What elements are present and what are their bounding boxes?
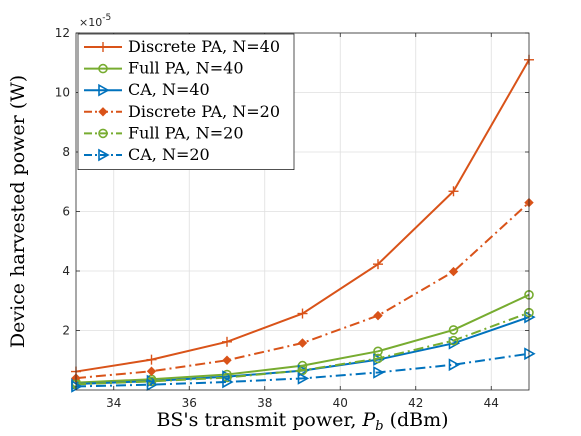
y-axis-exponent: ×10-5 bbox=[79, 13, 111, 29]
y-tick-label: 2 bbox=[62, 324, 70, 338]
data-point bbox=[524, 310, 536, 324]
y-axis-label: Device harvested power (W) bbox=[7, 75, 29, 348]
data-point bbox=[448, 325, 459, 335]
legend-marker bbox=[98, 128, 108, 139]
legend-marker bbox=[98, 107, 108, 117]
data-point bbox=[448, 186, 459, 197]
legend-label: CA, N=20 bbox=[128, 145, 210, 164]
series-line bbox=[75, 201, 530, 380]
data-point bbox=[448, 266, 459, 277]
legend-label: Discrete PA, N=40 bbox=[128, 37, 280, 56]
data-point bbox=[146, 366, 157, 376]
legend-label: Full PA, N=40 bbox=[128, 59, 244, 78]
x-tick-label: 38 bbox=[257, 396, 272, 410]
y-tick-label: 4 bbox=[62, 264, 70, 278]
x-tick-label: 44 bbox=[484, 396, 499, 410]
data-point bbox=[297, 372, 310, 385]
series-3 bbox=[71, 197, 534, 383]
data-point bbox=[222, 375, 234, 389]
legend-label: CA, N=40 bbox=[128, 80, 210, 99]
data-point bbox=[71, 380, 83, 393]
data-point bbox=[297, 365, 308, 376]
y-tick-label: 8 bbox=[62, 145, 70, 159]
data-point bbox=[373, 259, 383, 270]
legend-label: Full PA, N=20 bbox=[128, 123, 244, 142]
series-line bbox=[75, 352, 530, 388]
data-point bbox=[373, 353, 383, 364]
data-point bbox=[146, 378, 159, 392]
legend-marker bbox=[98, 42, 108, 52]
x-axis-label: BS's transmit power, Pb (dBm) bbox=[156, 409, 448, 434]
legend-label: Discrete PA, N=20 bbox=[128, 102, 280, 121]
data-point bbox=[222, 355, 232, 365]
ticks: 34 36 38 40 42 44 2 4 6 8 10 12 bbox=[55, 26, 529, 410]
series-5 bbox=[71, 347, 536, 393]
y-tick-label: 12 bbox=[55, 26, 70, 40]
data-point bbox=[146, 354, 157, 365]
data-point bbox=[297, 338, 308, 348]
data-point bbox=[373, 346, 383, 357]
y-tick-label: 6 bbox=[62, 205, 70, 219]
data-point bbox=[373, 366, 385, 379]
x-tick-label: 42 bbox=[408, 396, 423, 410]
x-tick-label: 36 bbox=[182, 396, 197, 410]
series-layer bbox=[71, 54, 536, 393]
legend-item: Discrete PA, N=20 bbox=[84, 102, 280, 121]
data-point bbox=[222, 336, 232, 347]
legend-item: Discrete PA, N=40 bbox=[84, 37, 280, 56]
legend-item: CA, N=20 bbox=[84, 145, 210, 164]
y-tick-label: 10 bbox=[55, 86, 70, 100]
legend-marker bbox=[98, 148, 110, 162]
legend-marker bbox=[98, 63, 108, 74]
data-point bbox=[448, 335, 459, 346]
legend-item: Full PA, N=40 bbox=[84, 59, 244, 78]
data-point bbox=[448, 358, 461, 372]
legend-item: CA, N=40 bbox=[84, 80, 210, 99]
legend-item: Full PA, N=20 bbox=[84, 123, 244, 142]
x-tick-label: 34 bbox=[106, 396, 121, 410]
data-point bbox=[524, 347, 536, 361]
data-point bbox=[297, 308, 308, 319]
legend: Discrete PA, N=40 Full PA, N=40 CA, N=40 Di… bbox=[77, 33, 295, 171]
x-tick-label: 40 bbox=[333, 396, 348, 410]
data-point bbox=[373, 310, 383, 321]
legend-marker bbox=[98, 83, 110, 97]
legend-box bbox=[77, 33, 295, 171]
